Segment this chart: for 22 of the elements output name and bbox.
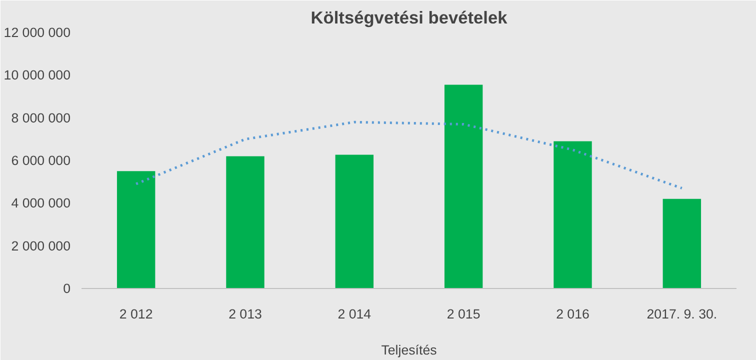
x-tick-label: 2 015 bbox=[446, 306, 480, 322]
y-tick-label: 8 000 000 bbox=[11, 110, 71, 126]
y-tick-label: 0 bbox=[63, 281, 71, 296]
x-tick-label: 2017. 9. 30. bbox=[646, 306, 718, 322]
y-tick-label: 2 000 000 bbox=[11, 238, 71, 254]
y-tick-label: 12 000 000 bbox=[4, 25, 71, 40]
x-axis-title: Teljesítés bbox=[381, 342, 438, 358]
bar bbox=[335, 154, 374, 288]
bar bbox=[116, 171, 156, 288]
bar bbox=[444, 84, 483, 288]
x-tick-label: 2 013 bbox=[228, 306, 262, 322]
line-series bbox=[134, 120, 684, 190]
y-tick-label: 6 000 000 bbox=[11, 153, 71, 168]
bar bbox=[662, 198, 702, 288]
y-tick-label: 4 000 000 bbox=[11, 196, 71, 211]
x-tick-label: 2 016 bbox=[556, 306, 590, 322]
x-tick-label: 2 014 bbox=[338, 306, 372, 322]
x-tick-label: 2 012 bbox=[119, 306, 153, 322]
bar bbox=[554, 141, 592, 288]
y-tick-label: 10 000 000 bbox=[4, 68, 71, 83]
bar bbox=[226, 156, 264, 288]
chart-title: Költségvetési bevételek bbox=[310, 8, 508, 28]
